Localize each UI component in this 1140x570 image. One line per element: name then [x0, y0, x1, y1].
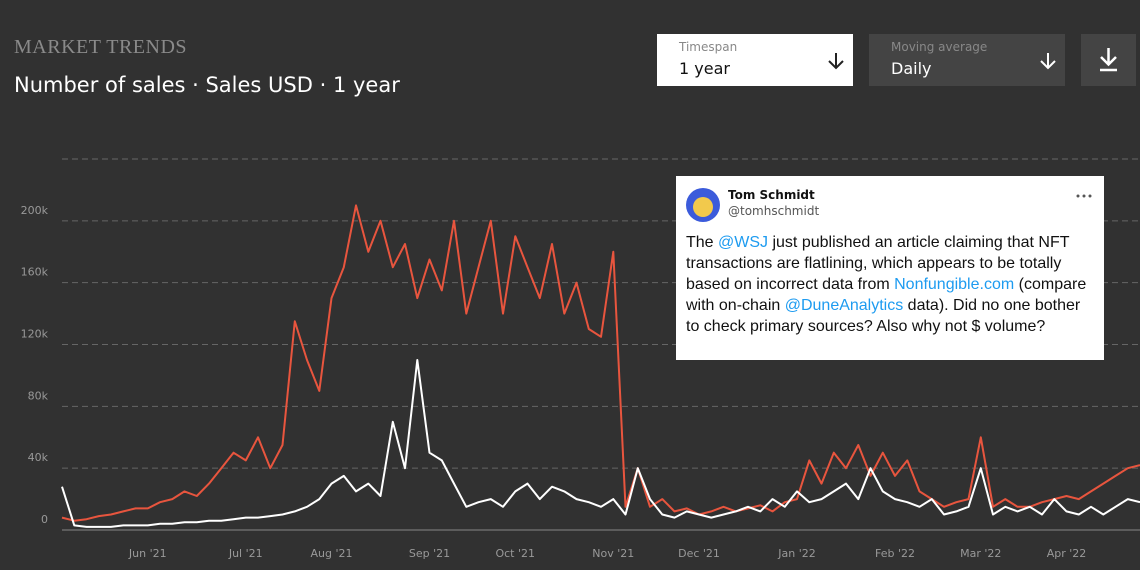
tweet-text: The @WSJ just published an article claim… [686, 232, 1094, 337]
tweet-link[interactable]: @WSJ [718, 234, 769, 251]
avatar [686, 188, 720, 222]
x-tick-label: Jan '22 [777, 547, 815, 560]
control-value: 1 year [679, 59, 730, 78]
series-line [61, 204, 1140, 522]
x-tick-label: Oct '21 [495, 547, 535, 560]
control-label: Moving average [891, 40, 988, 54]
tweet-card: Tom Schmidt @tomhschmidt The @WSJ just p… [676, 176, 1104, 360]
tweet-text-part: The [686, 234, 719, 251]
download-icon [1100, 48, 1117, 72]
x-tick-label: Nov '21 [592, 547, 634, 560]
series-line [61, 359, 1140, 528]
x-tick-label: Aug '21 [311, 547, 353, 560]
tweet-handle: @tomhschmidt [728, 204, 820, 218]
x-tick-label: Dec '21 [678, 547, 720, 560]
moving-average-select[interactable]: Moving average Daily [869, 34, 1065, 86]
timespan-select[interactable]: Timespan 1 year [657, 34, 853, 86]
tweet-text-part: (compare with on-chain [686, 276, 1087, 314]
tweet-link[interactable]: @DuneAnalytics [784, 297, 904, 314]
x-tick-label: Feb '22 [875, 547, 915, 560]
more-icon[interactable] [1076, 194, 1092, 198]
y-tick-label: 120k [21, 328, 49, 341]
arrow-icon [828, 53, 844, 70]
control-label: Timespan [679, 40, 738, 54]
y-tick-label: 200k [21, 204, 49, 217]
tweet-link[interactable]: Nonfungible.com [894, 276, 1015, 293]
x-tick-label: Mar '22 [960, 547, 1001, 560]
tweet-text-part: data). Did no one bother to check primar… [686, 297, 1081, 335]
control-value: Daily [891, 59, 932, 78]
tweet-author: Tom Schmidt [728, 188, 815, 202]
x-tick-label: Apr '22 [1047, 547, 1087, 560]
x-tick-label: Jul '21 [228, 547, 263, 560]
download-button[interactable] [1081, 34, 1136, 86]
arrow-icon [1040, 53, 1056, 70]
x-tick-label: Jun '21 [128, 547, 167, 560]
section-label: MARKET TRENDS [14, 36, 188, 58]
chart-title: Number of sales · Sales USD · 1 year [14, 73, 400, 97]
x-tick-label: Sep '21 [409, 547, 450, 560]
y-tick-label: 40k [28, 451, 49, 464]
tweet-text-part: just published an article claiming that … [686, 234, 1070, 293]
y-tick-label: 160k [21, 266, 49, 279]
y-tick-label: 0 [41, 513, 48, 526]
y-tick-label: 80k [28, 389, 49, 402]
